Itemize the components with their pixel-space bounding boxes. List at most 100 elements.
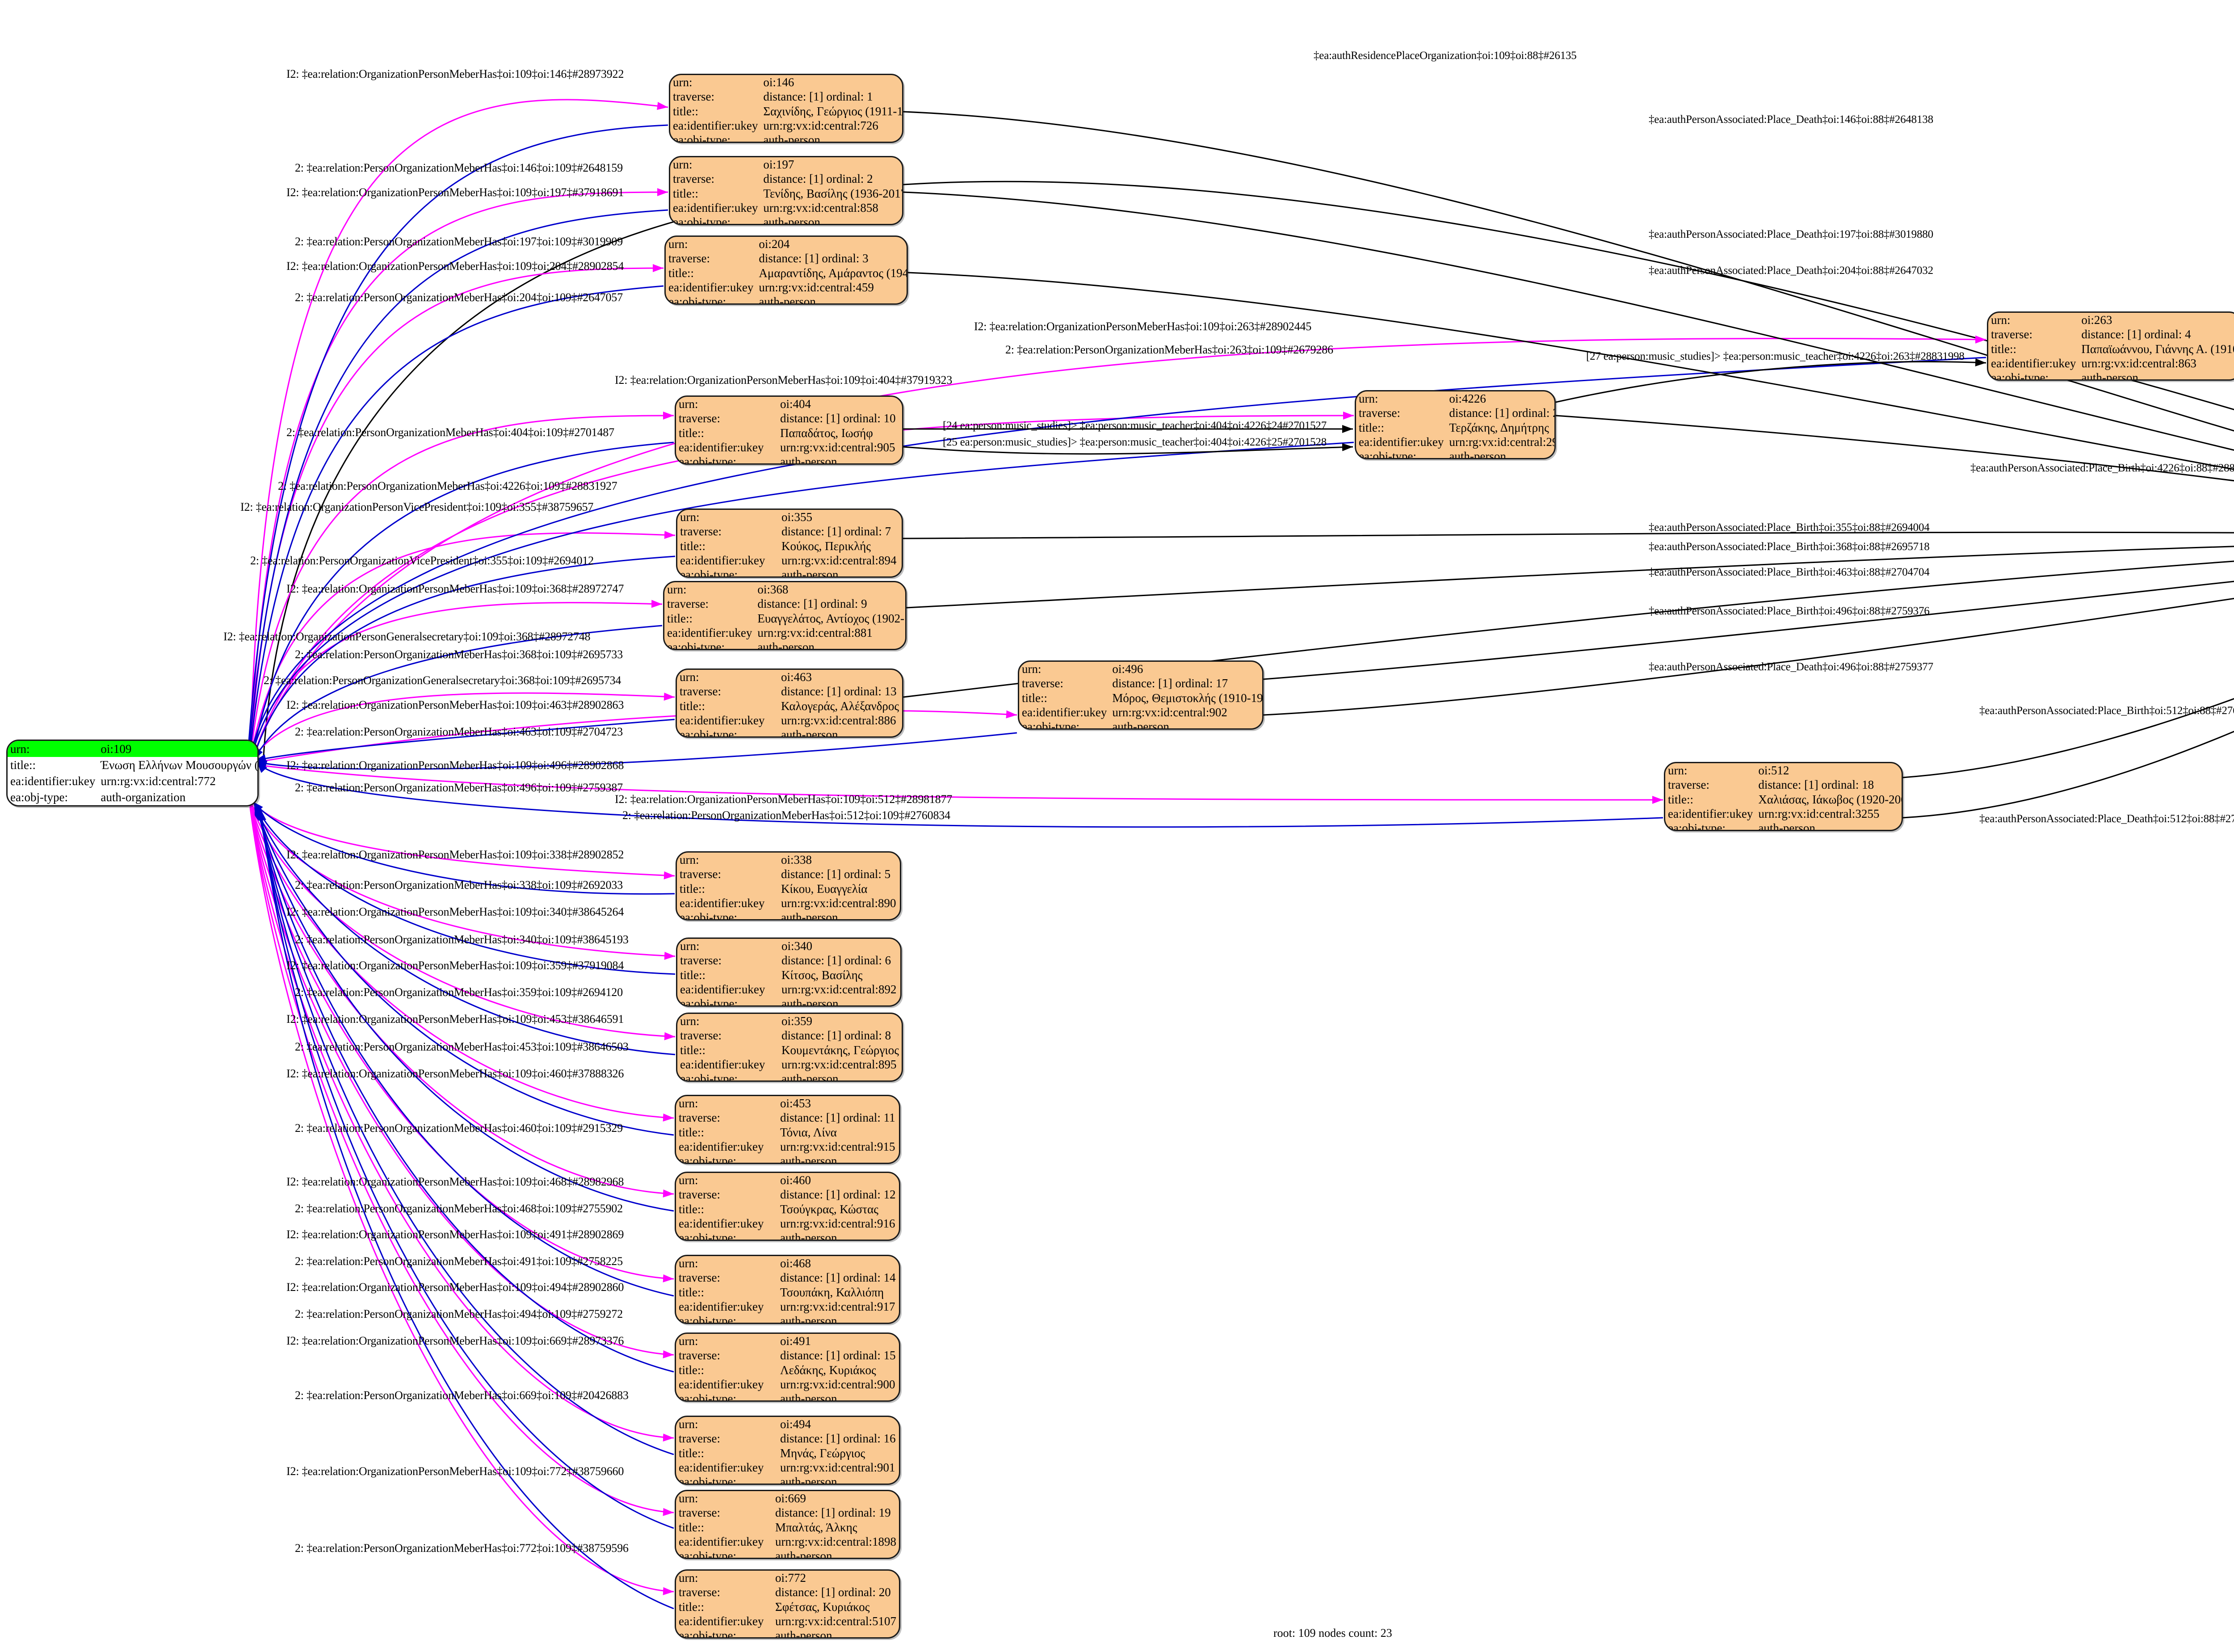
- edge-label: ‡ea:authPersonAssociated:Place_Death‡oi:…: [1649, 265, 1933, 277]
- node-traverse-key: traverse:: [679, 1188, 720, 1202]
- edge-label: 2: ‡ea:relation:PersonOrganizationMeberH…: [278, 479, 617, 492]
- node-objtype-key: ea:obj-type:: [679, 1475, 736, 1485]
- graph-node-oi-453[interactable]: urn: oi:453 traverse: distance: [1] ordinal…: [675, 1095, 900, 1164]
- node-title-key: title::: [680, 539, 705, 553]
- node-ukey-value: urn:rg:vx:id:central:1898: [775, 1535, 896, 1549]
- node-ukey-key: ea:identifier:ukey: [679, 1614, 764, 1628]
- node-urn-key: urn:: [668, 237, 688, 251]
- edge-label: I2: ‡ea:relation:OrganizationPersonMeber…: [615, 793, 953, 806]
- node-ukey-key: ea:identifier:ukey: [680, 1058, 765, 1072]
- node-objtype-value: auth-person: [781, 997, 839, 1007]
- node-urn-value: oi:496: [1112, 662, 1143, 676]
- node-traverse-key: traverse:: [679, 1506, 720, 1520]
- node-urn-value: oi:772: [775, 1571, 806, 1585]
- graph-node-oi-4226[interactable]: urn: oi:4226 traverse: distance: [1] ordina…: [1355, 390, 1556, 459]
- graph-node-oi-496[interactable]: urn: oi:496 traverse: distance: [1] ordinal…: [1018, 660, 1264, 730]
- edge-label: I2: ‡ea:relation:OrganizationPersonMeber…: [286, 759, 624, 772]
- edge-label: ‡ea:authPersonAssociated:Place_Birth‡oi:…: [1649, 605, 1930, 617]
- graph-node-oi-512[interactable]: urn: oi:512 traverse: distance: [1] ordinal…: [1664, 762, 1903, 831]
- graph-node-oi-368[interactable]: urn: oi:368 traverse: distance: [1] ordinal…: [663, 581, 907, 650]
- node-traverse-value: distance: [1] ordinal: 6: [781, 954, 891, 967]
- edge-label: I2: ‡ea:relation:OrganizationPersonMeber…: [286, 848, 624, 861]
- root-node[interactable]: urn: oi:109 title:: Ένωση Ελλήνων Μουσου…: [6, 740, 259, 807]
- graph-node-oi-197[interactable]: urn: oi:197 traverse: distance: [1] ordinal…: [669, 156, 903, 225]
- edge-label: [27 ea:person:music_studies]> ‡ea:person…: [1586, 350, 1965, 362]
- graph-node-oi-338[interactable]: urn: oi:338 traverse: distance: [1] ordinal…: [676, 851, 901, 921]
- node-title-key: title::: [679, 1600, 704, 1614]
- graph-node-oi-468[interactable]: urn: oi:468 traverse: distance: [1] ordinal…: [675, 1255, 900, 1324]
- root-urn-key: urn:: [8, 741, 98, 757]
- root-urn-value: oi:109: [98, 741, 257, 757]
- edge-label: I2: ‡ea:relation:OrganizationPersonMeber…: [974, 320, 1312, 333]
- node-title-key: title::: [679, 1446, 704, 1460]
- node-urn-key: urn:: [680, 853, 699, 866]
- graph-node-oi-359[interactable]: urn: oi:359 traverse: distance: [1] ordinal…: [676, 1013, 903, 1082]
- node-traverse-key: traverse:: [1991, 328, 2032, 341]
- node-urn-value: oi:146: [763, 76, 794, 89]
- node-objtype-value: auth-person: [781, 728, 838, 738]
- edge-label: I2: ‡ea:relation:OrganizationPersonMeber…: [286, 1281, 624, 1294]
- edge-label: 2: ‡ea:relation:PersonOrganizationMeberH…: [295, 986, 623, 999]
- node-traverse-value: distance: [1] ordinal: 17: [1112, 677, 1228, 690]
- node-title-key: title::: [680, 699, 705, 713]
- edge-label: I2: ‡ea:relation:OrganizationPersonMeber…: [286, 905, 624, 918]
- node-ukey-value: urn:rg:vx:id:central:3255: [1758, 807, 1880, 821]
- node-ukey-value: urn:rg:vx:id:central:895: [781, 1058, 897, 1072]
- node-traverse-key: traverse:: [679, 1432, 720, 1446]
- node-ukey-key: ea:identifier:ukey: [673, 201, 758, 215]
- node-ukey-key: ea:identifier:ukey: [673, 119, 758, 133]
- node-ukey-key: ea:identifier:ukey: [679, 1378, 764, 1391]
- graph-node-oi-463[interactable]: urn: oi:463 traverse: distance: [1] ordinal…: [676, 668, 903, 738]
- edge-label: I2: ‡ea:relation:OrganizationPersonMeber…: [286, 1465, 624, 1478]
- edge-label: ‡ea:authPersonAssociated:Place_Death‡oi:…: [1979, 813, 2234, 825]
- node-objtype-value: auth-person: [757, 640, 815, 650]
- node-traverse-key: traverse:: [679, 412, 720, 425]
- node-objtype-key: ea:obj-type:: [1359, 450, 1416, 459]
- node-urn-value: oi:359: [781, 1014, 813, 1028]
- node-objtype-key: ea:obj-type:: [673, 133, 731, 143]
- node-title-value: Τσουπάκη, Καλλιόπη: [780, 1285, 884, 1299]
- node-traverse-value: distance: [1] ordinal: 20: [775, 1585, 891, 1599]
- node-urn-value: oi:463: [781, 670, 812, 684]
- graph-node-oi-340[interactable]: urn: oi:340 traverse: distance: [1] ordinal…: [676, 937, 902, 1007]
- node-ukey-key: ea:identifier:ukey: [1991, 357, 2076, 370]
- graph-node-oi-491[interactable]: urn: oi:491 traverse: distance: [1] ordinal…: [675, 1333, 900, 1402]
- node-ukey-key: ea:identifier:ukey: [668, 281, 754, 294]
- graph-node-oi-404[interactable]: urn: oi:404 traverse: distance: [1] ordinal…: [675, 395, 903, 465]
- node-urn-value: oi:460: [780, 1173, 811, 1187]
- edge-label: I2: ‡ea:relation:OrganizationPersonMeber…: [286, 1175, 624, 1188]
- edge-label: 2: ‡ea:relation:PersonOrganizationMeberH…: [295, 879, 623, 891]
- node-urn-value: oi:340: [781, 939, 813, 953]
- node-traverse-key: traverse:: [680, 525, 722, 538]
- graph-node-oi-355[interactable]: urn: oi:355 traverse: distance: [1] ordinal…: [676, 509, 903, 578]
- node-traverse-key: traverse:: [679, 1271, 720, 1285]
- node-title-key: title::: [679, 1363, 704, 1377]
- graph-node-oi-263[interactable]: urn: oi:263 traverse: distance: [1] ordinal…: [1987, 311, 2234, 381]
- node-title-value: Ευαγγελάτος, Αντίοχος (1902-1981): [757, 611, 905, 625]
- node-urn-value: oi:204: [759, 237, 790, 251]
- edge-label: ‡ea:authPersonAssociated:Place_Birth‡oi:…: [1979, 705, 2234, 717]
- node-title-key: title::: [673, 186, 698, 200]
- node-objtype-value: auth-person: [1449, 450, 1506, 459]
- edge-label: 2: ‡ea:relation:PersonOrganizationMeberH…: [622, 809, 950, 822]
- node-title-value: Χαλιάσας, Ιάκωβος (1920-2001): [1758, 792, 1903, 806]
- graph-node-oi-772[interactable]: urn: oi:772 traverse: distance: [1] ordinal…: [675, 1569, 900, 1639]
- node-ukey-value: urn:rg:vx:id:central:900: [780, 1378, 895, 1391]
- node-objtype-key: ea:obj-type:: [1991, 371, 2049, 381]
- node-ukey-value: urn:rg:vx:id:central:886: [781, 714, 896, 727]
- edge-label: 2: ‡ea:relation:PersonOrganizationMeberH…: [286, 426, 614, 439]
- node-traverse-value: distance: [1] ordinal: 18: [1758, 778, 1874, 792]
- graph-node-oi-669[interactable]: urn: oi:669 traverse: distance: [1] ordinal…: [675, 1490, 900, 1559]
- edge-label: I2: ‡ea:relation:OrganizationPersonGener…: [223, 630, 591, 643]
- node-title-value: Κούκος, Περικλής: [781, 539, 871, 553]
- graph-node-oi-146[interactable]: urn: oi:146 traverse: distance: [1] ordinal…: [669, 74, 903, 143]
- root-ukey-key: ea:identifier:ukey: [10, 774, 96, 788]
- edge-label: 2: ‡ea:relation:PersonOrganizationMeberH…: [295, 1122, 623, 1135]
- edge-label: I2: ‡ea:relation:OrganizationPersonMeber…: [286, 1013, 624, 1026]
- graph-node-oi-204[interactable]: urn: oi:204 traverse: distance: [1] ordinal…: [664, 235, 908, 305]
- graph-node-oi-460[interactable]: urn: oi:460 traverse: distance: [1] ordinal…: [675, 1172, 900, 1241]
- node-title-value: Σαχινίδης, Γεώργιος (1911-1990): [763, 104, 903, 118]
- graph-node-oi-494[interactable]: urn: oi:494 traverse: distance: [1] ordinal…: [675, 1416, 900, 1485]
- edge-label: 2: ‡ea:relation:PersonOrganizationMeberH…: [1005, 343, 1333, 356]
- node-title-value: Κίτσος, Βασίλης: [781, 968, 863, 982]
